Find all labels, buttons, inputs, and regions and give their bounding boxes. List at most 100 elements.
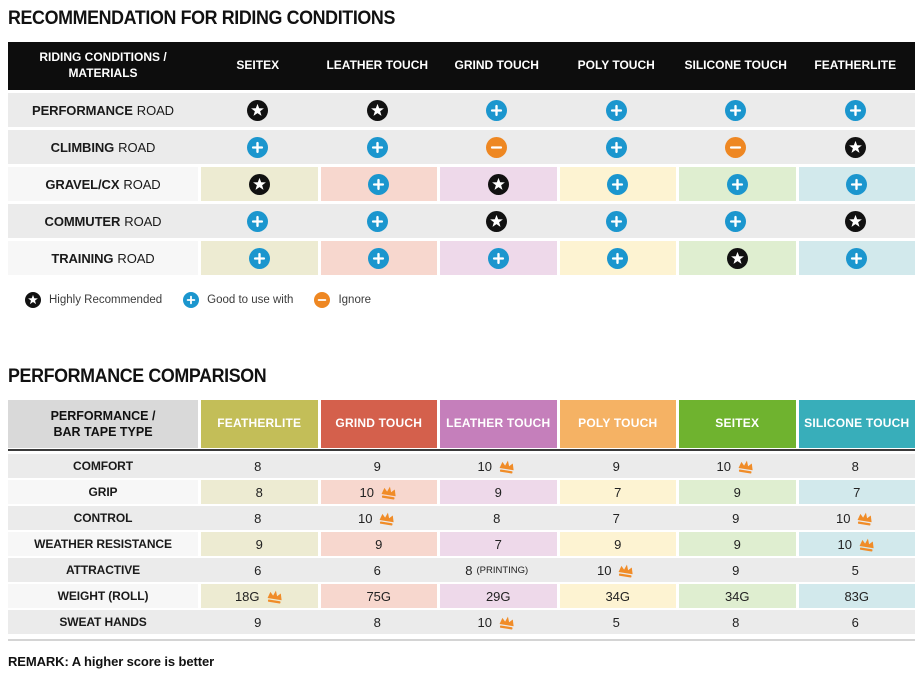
score-value: 18G bbox=[234, 588, 260, 604]
score-value: 83G bbox=[844, 588, 870, 604]
plus-icon bbox=[487, 247, 509, 269]
riding-column-header-4: POLY TOUCH bbox=[577, 58, 655, 73]
score-value: 7 bbox=[853, 484, 861, 500]
riding-cell-highly_recommended bbox=[318, 93, 438, 127]
performance-table-row: CONTROL 8 10 8 7 9 10 bbox=[8, 506, 915, 530]
performance-score-cell: 10 bbox=[796, 506, 916, 530]
crown-best-icon bbox=[377, 509, 397, 527]
plus-icon bbox=[486, 99, 508, 121]
crown-best-icon bbox=[264, 587, 284, 605]
performance-score-cell: 83G bbox=[795, 584, 915, 608]
riding-cell-good_to_use bbox=[318, 130, 438, 164]
score-value: 10 bbox=[836, 510, 851, 526]
score-value: 9 bbox=[614, 536, 622, 552]
riding-cell-good_to_use bbox=[318, 204, 438, 238]
legend-item: Good to use with bbox=[183, 292, 293, 308]
performance-score-cell: 34G bbox=[556, 584, 676, 608]
performance-score-cell: 9 bbox=[198, 610, 318, 634]
riding-column-header-3: GRIND TOUCH bbox=[454, 58, 539, 73]
plus-icon bbox=[844, 99, 866, 121]
crown-best-icon bbox=[857, 535, 877, 553]
legend-label: Highly Recommended bbox=[49, 294, 163, 306]
riding-header-label-line1: RIDING CONDITIONS / bbox=[39, 50, 167, 65]
riding-cell-good_to_use bbox=[676, 204, 796, 238]
legend-item: Ignore bbox=[314, 292, 371, 308]
performance-score-cell: 8 bbox=[437, 506, 557, 530]
performance-column-header-4: POLY TOUCH bbox=[556, 400, 676, 448]
legend-label: Ignore bbox=[338, 294, 372, 306]
star-icon bbox=[247, 99, 269, 121]
riding-cell-good_to_use bbox=[557, 93, 677, 127]
performance-score-cell: 6 bbox=[198, 558, 318, 582]
plus-icon bbox=[247, 136, 269, 158]
performance-score-cell: 10 bbox=[557, 558, 677, 582]
riding-row-label: COMMUTER ROAD bbox=[44, 213, 162, 229]
legend-label: Good to use with bbox=[207, 294, 294, 306]
performance-row-label: WEATHER RESISTANCE bbox=[8, 532, 198, 556]
score-value: 8 bbox=[493, 510, 501, 526]
performance-score-cell: 8 bbox=[198, 480, 318, 504]
score-value: 10 bbox=[358, 510, 373, 526]
minus-icon bbox=[725, 136, 747, 158]
riding-legend: Highly Recommended Good to use with Ignore bbox=[25, 292, 915, 308]
score-value: 8 bbox=[851, 458, 859, 474]
performance-score-cell: 10 bbox=[676, 454, 796, 478]
plus-icon bbox=[247, 210, 269, 232]
performance-score-cell: 9 bbox=[437, 480, 557, 504]
riding-cell-highly_recommended bbox=[796, 204, 916, 238]
riding-table-row: GRAVEL/CX ROAD bbox=[8, 167, 915, 201]
plus-icon bbox=[366, 210, 388, 232]
riding-cell-highly_recommended bbox=[437, 167, 557, 201]
star-icon bbox=[844, 210, 866, 232]
plus-icon bbox=[368, 173, 390, 195]
riding-cell-good_to_use bbox=[796, 93, 916, 127]
performance-score-cell: 8 bbox=[796, 454, 916, 478]
performance-header-label: PERFORMANCE / BAR TAPE TYPE bbox=[8, 400, 198, 448]
score-value: 8 bbox=[255, 484, 263, 500]
performance-column-header-2: GRIND TOUCH bbox=[317, 400, 437, 448]
riding-column-header-5: SILICONE TOUCH bbox=[684, 58, 787, 73]
score-value: 8 bbox=[373, 614, 381, 630]
performance-score-cell: 5 bbox=[557, 610, 677, 634]
performance-score-cell: 9 bbox=[676, 532, 796, 556]
performance-table-row: ATTRACTIVE 6 6 8 (PRINTING) 10 9 5 bbox=[8, 558, 915, 582]
performance-row-label: ATTRACTIVE bbox=[65, 563, 141, 577]
minus-icon bbox=[314, 292, 331, 308]
score-value: 8 bbox=[254, 510, 262, 526]
star-icon bbox=[248, 173, 270, 195]
performance-score-cell: 7 bbox=[795, 480, 915, 504]
performance-score-cell: 7 bbox=[556, 480, 676, 504]
performance-header-label-line2: BAR TAPE TYPE bbox=[53, 425, 153, 439]
score-value: 9 bbox=[732, 562, 740, 578]
riding-table-row: COMMUTER ROAD bbox=[8, 204, 915, 238]
score-value: 6 bbox=[851, 614, 859, 630]
performance-score-cell: 8 bbox=[198, 506, 318, 530]
score-value: 5 bbox=[612, 614, 620, 630]
score-value: 10 bbox=[597, 562, 612, 578]
performance-row-label: SWEAT HANDS bbox=[59, 615, 147, 629]
riding-cell-good_to_use bbox=[676, 93, 796, 127]
riding-table-row: CLIMBING ROAD bbox=[8, 130, 915, 164]
performance-comparison-title: PERFORMANCE COMPARISON bbox=[8, 366, 267, 387]
performance-score-cell: 9 bbox=[556, 532, 676, 556]
riding-cell-good_to_use bbox=[795, 241, 915, 275]
legend-item: Highly Recommended bbox=[25, 292, 162, 308]
star-icon bbox=[486, 210, 508, 232]
performance-score-cell: 6 bbox=[796, 610, 916, 634]
riding-column-header-6: FEATHERLITE bbox=[814, 58, 897, 73]
crown-best-icon bbox=[855, 509, 875, 527]
performance-table-row: WEIGHT (ROLL) 18G 75G 29G 34G 34G 83G bbox=[8, 584, 915, 608]
performance-score-cell: 10 bbox=[318, 506, 438, 530]
plus-icon bbox=[248, 247, 270, 269]
score-value: 7 bbox=[612, 510, 620, 526]
performance-table-row: GRIP 8 10 9 7 9 7 bbox=[8, 480, 915, 504]
riding-cell-good_to_use bbox=[437, 241, 557, 275]
minus-icon bbox=[486, 136, 508, 158]
riding-row-label: CLIMBING ROAD bbox=[50, 139, 156, 155]
riding-cell-good_to_use bbox=[556, 167, 676, 201]
star-icon bbox=[366, 99, 388, 121]
riding-row-label: PERFORMANCE ROAD bbox=[32, 102, 174, 118]
performance-score-cell: 5 bbox=[796, 558, 916, 582]
riding-cell-good_to_use bbox=[557, 204, 677, 238]
